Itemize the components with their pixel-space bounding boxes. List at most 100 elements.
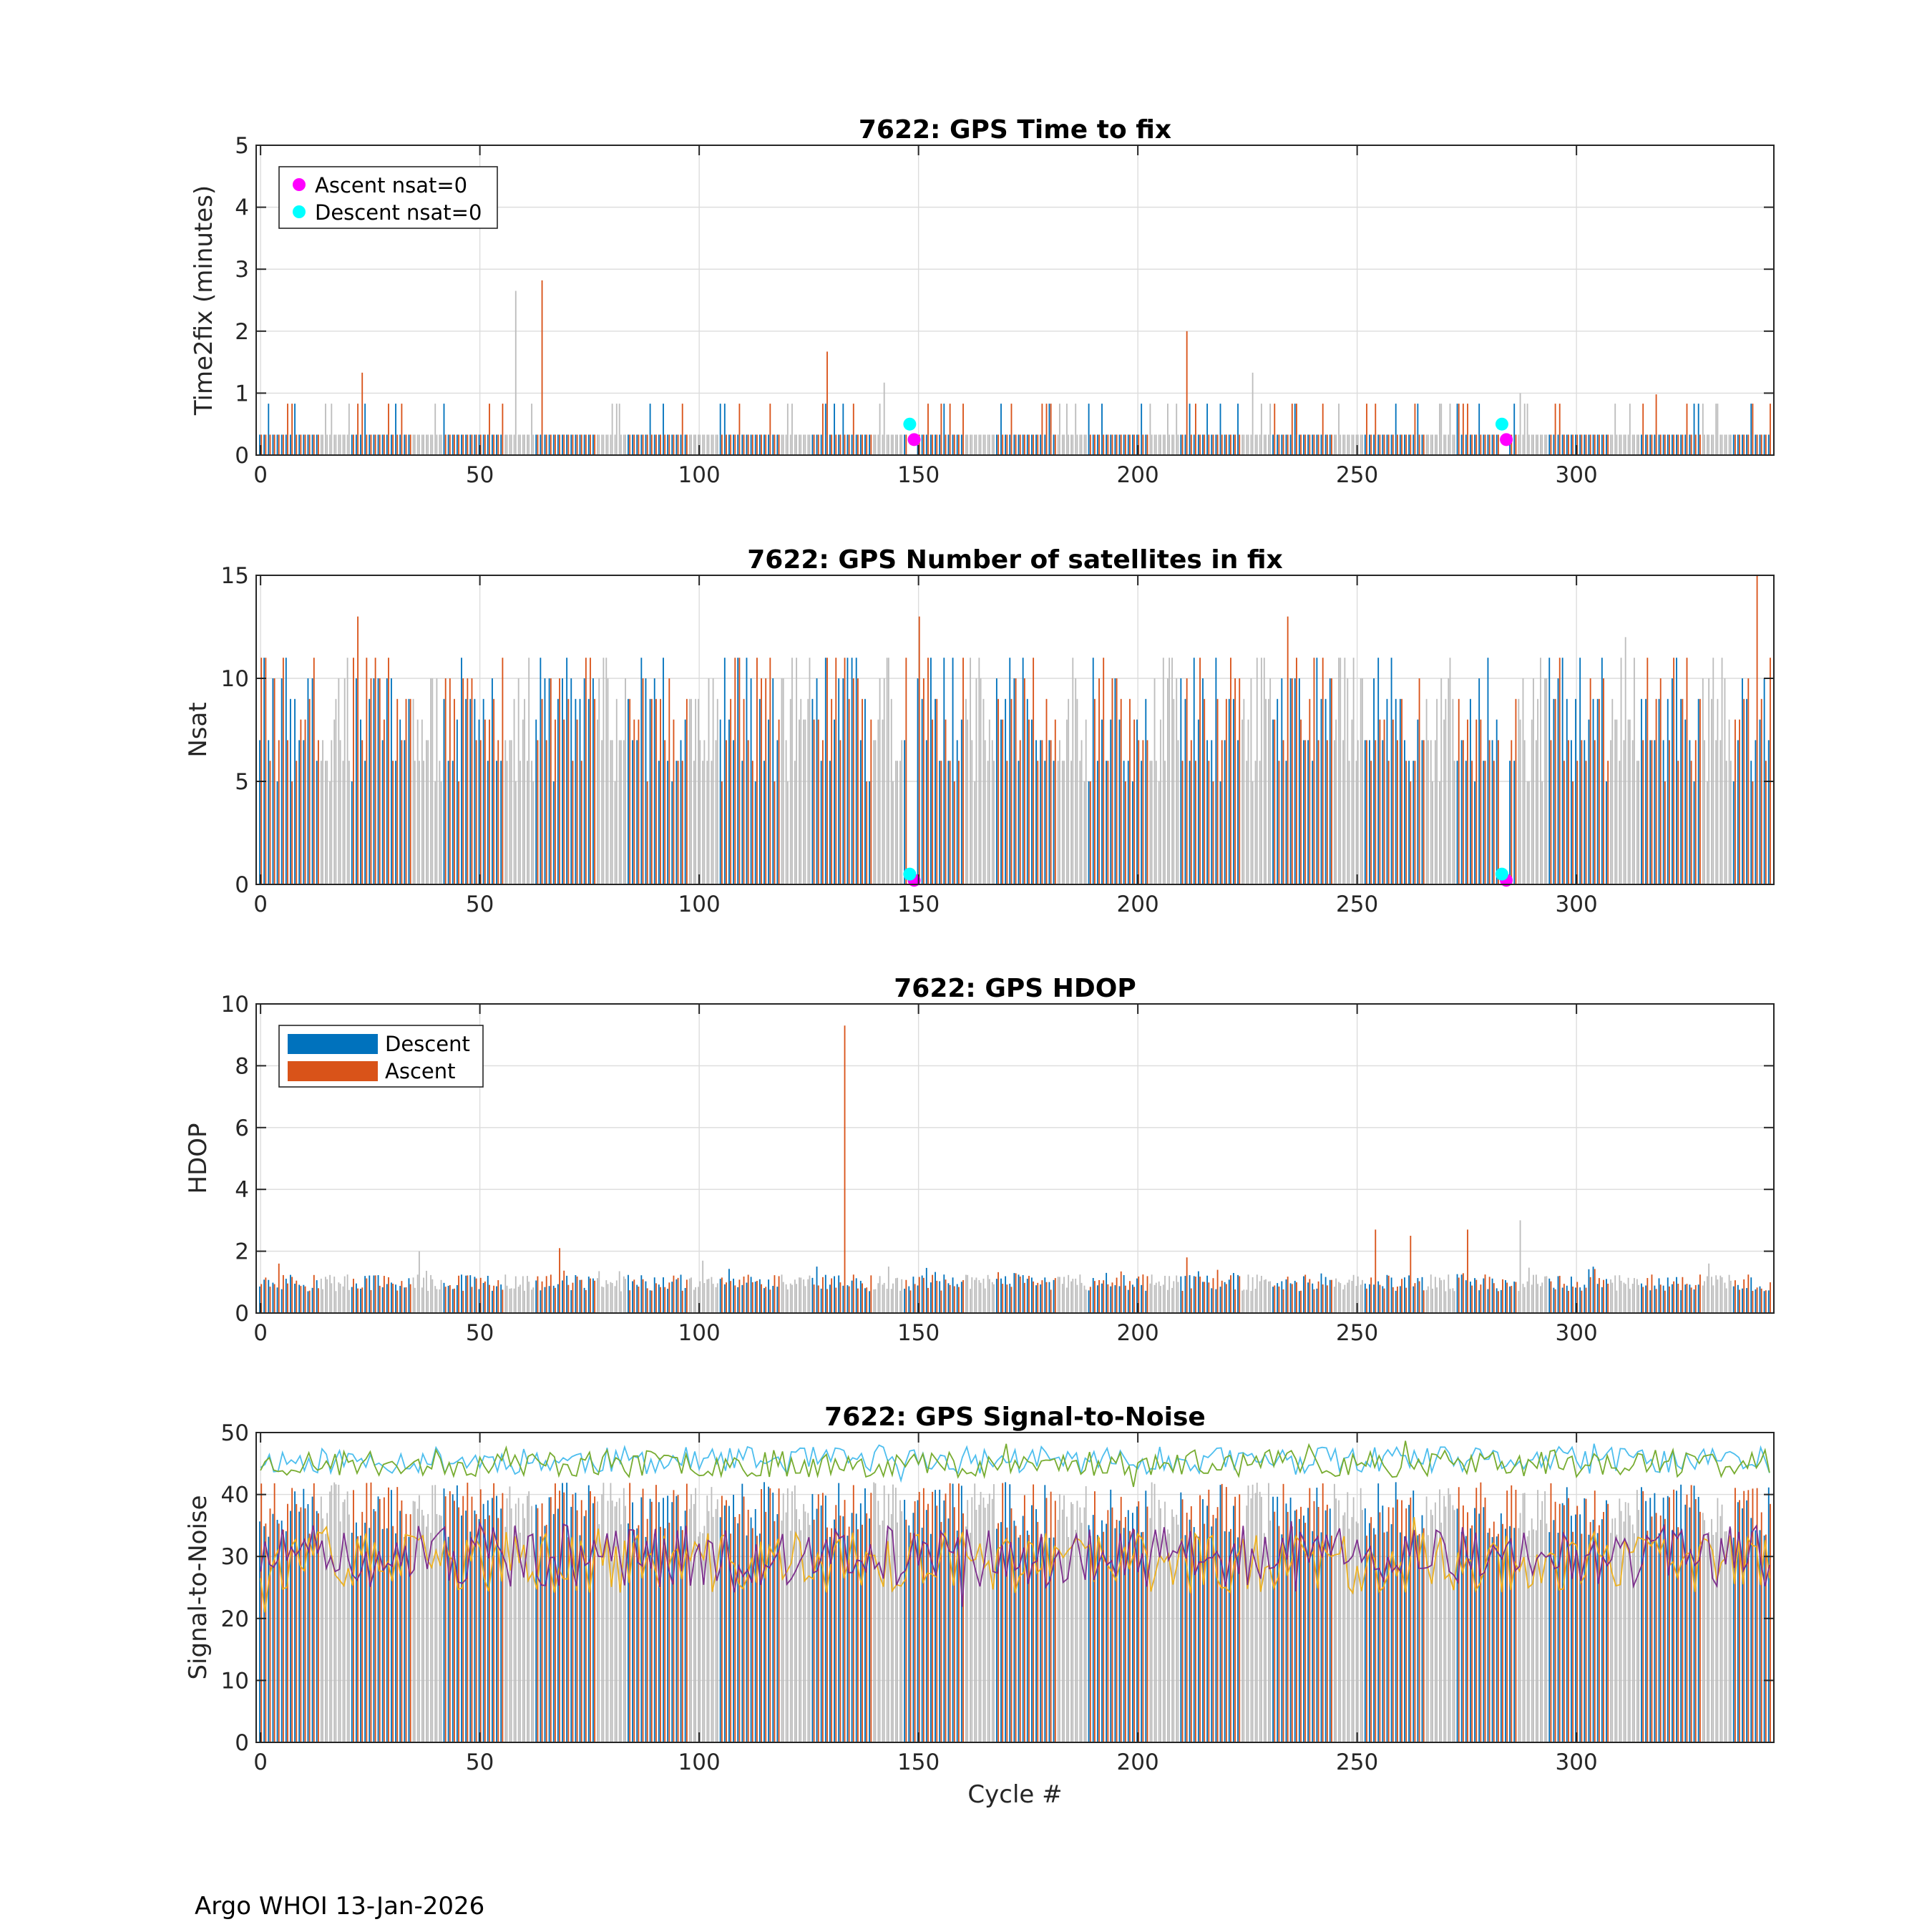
descent-bar [1136, 1278, 1138, 1313]
ascent-bar [594, 698, 596, 884]
ascent-bar [1344, 434, 1346, 455]
ascent-bar [932, 434, 934, 455]
descent-bar [688, 1278, 691, 1313]
ascent-bar [1638, 434, 1639, 455]
ascent-bar [1256, 1274, 1258, 1313]
descent-bar [456, 1284, 458, 1313]
ascent-bar [278, 434, 280, 455]
descent-bar [1408, 434, 1410, 455]
descent-bar [1474, 1278, 1475, 1313]
ascent-bar [650, 434, 653, 455]
descent-bar [1742, 1288, 1743, 1313]
descent-bar [1404, 1277, 1405, 1313]
ascent-bar [901, 1511, 903, 1742]
descent-bar [1123, 434, 1125, 455]
descent-bar [930, 434, 932, 455]
descent-bar [1487, 1289, 1489, 1313]
ascent-bar [580, 434, 582, 455]
ascent-bar [1243, 1289, 1245, 1313]
ascent-bar [1735, 719, 1736, 884]
descent-bar [663, 658, 664, 884]
descent-bar [772, 1492, 774, 1742]
ascent-bar [809, 434, 811, 455]
ascent-bar [1019, 740, 1021, 884]
descent-bar [1452, 1288, 1454, 1313]
ascent-bar [348, 1289, 350, 1313]
descent-bar [899, 1500, 901, 1742]
descent-bar [1491, 434, 1493, 455]
ascent-bar [1216, 698, 1219, 884]
descent-bar [465, 1275, 467, 1313]
descent-bar [1250, 434, 1252, 455]
ascent-bar [348, 1514, 350, 1742]
ascent-bar [980, 1491, 982, 1742]
descent-bar [1149, 1518, 1151, 1742]
ascent-bar [716, 1283, 718, 1313]
descent-bar [1171, 658, 1173, 884]
ascent-bar [405, 698, 407, 884]
ascent-bar [497, 1280, 499, 1313]
ascent-bar [585, 434, 587, 455]
ascent-bar [1616, 719, 1618, 884]
ascent-bar [1146, 1506, 1148, 1742]
ascent-bar [1436, 434, 1438, 455]
descent-bar [1386, 1274, 1388, 1313]
ascent-bar [1173, 698, 1175, 884]
ascent-bar [1467, 1512, 1468, 1742]
descent-bar [1106, 434, 1108, 455]
ascent-bar [594, 1280, 596, 1313]
ascent-bar [1142, 1531, 1144, 1742]
descent-bar [1215, 1518, 1217, 1742]
y-tick-label: 30 [221, 1544, 249, 1570]
ascent-bar [1396, 740, 1398, 884]
ascent-bar [1624, 1284, 1626, 1313]
descent-bar [517, 434, 519, 455]
descent-bar [965, 1526, 967, 1742]
ascent-bar [467, 1275, 469, 1313]
descent-bar [935, 434, 936, 455]
ascent-bar [572, 1282, 574, 1313]
y-tick-label: 10 [221, 992, 249, 1018]
ascent-bar [1480, 434, 1482, 455]
descent-bar [1149, 761, 1151, 884]
ascent-bar [945, 1279, 947, 1313]
ascent-bar [646, 781, 648, 884]
descent-bar [667, 1289, 669, 1313]
ascent-bar [361, 1511, 364, 1742]
descent-bar [583, 434, 585, 455]
descent-bar [1386, 698, 1388, 884]
y-axis-label: Nsat [184, 702, 213, 757]
ascent-bar [265, 1277, 267, 1313]
ascent-bar [980, 1282, 982, 1313]
ascent-bar [1471, 1525, 1473, 1742]
ascent-bar [1537, 698, 1538, 884]
ascent-bar [318, 434, 319, 455]
ascent-bar [817, 1285, 819, 1313]
descent-bar [522, 1503, 524, 1742]
ascent-bar [1212, 781, 1214, 884]
descent-bar [517, 678, 519, 884]
ascent-bar [1291, 678, 1293, 884]
descent-nsat0-marker [1495, 867, 1508, 881]
ascent-bar [1124, 1285, 1126, 1313]
ascent-bar [945, 719, 947, 884]
descent-bar [1351, 434, 1353, 455]
ascent-bar [1502, 1279, 1503, 1313]
descent-bar [649, 404, 651, 455]
descent-bar [474, 434, 476, 455]
ascent-bar [462, 434, 464, 455]
ascent-bar [1515, 698, 1517, 884]
ascent-bar [1313, 1501, 1315, 1742]
ascent-bar [1594, 434, 1596, 455]
ascent-bar [335, 1291, 337, 1313]
descent-bar [1189, 761, 1191, 884]
descent-bar [1631, 1524, 1634, 1742]
descent-bar [1382, 434, 1384, 455]
ascent-bar [436, 434, 438, 455]
ascent-bar [813, 719, 815, 884]
descent-bar [1601, 658, 1603, 884]
descent-bar [1732, 1537, 1735, 1742]
x-tick-label: 150 [897, 1320, 940, 1346]
descent-bar [1066, 404, 1068, 455]
